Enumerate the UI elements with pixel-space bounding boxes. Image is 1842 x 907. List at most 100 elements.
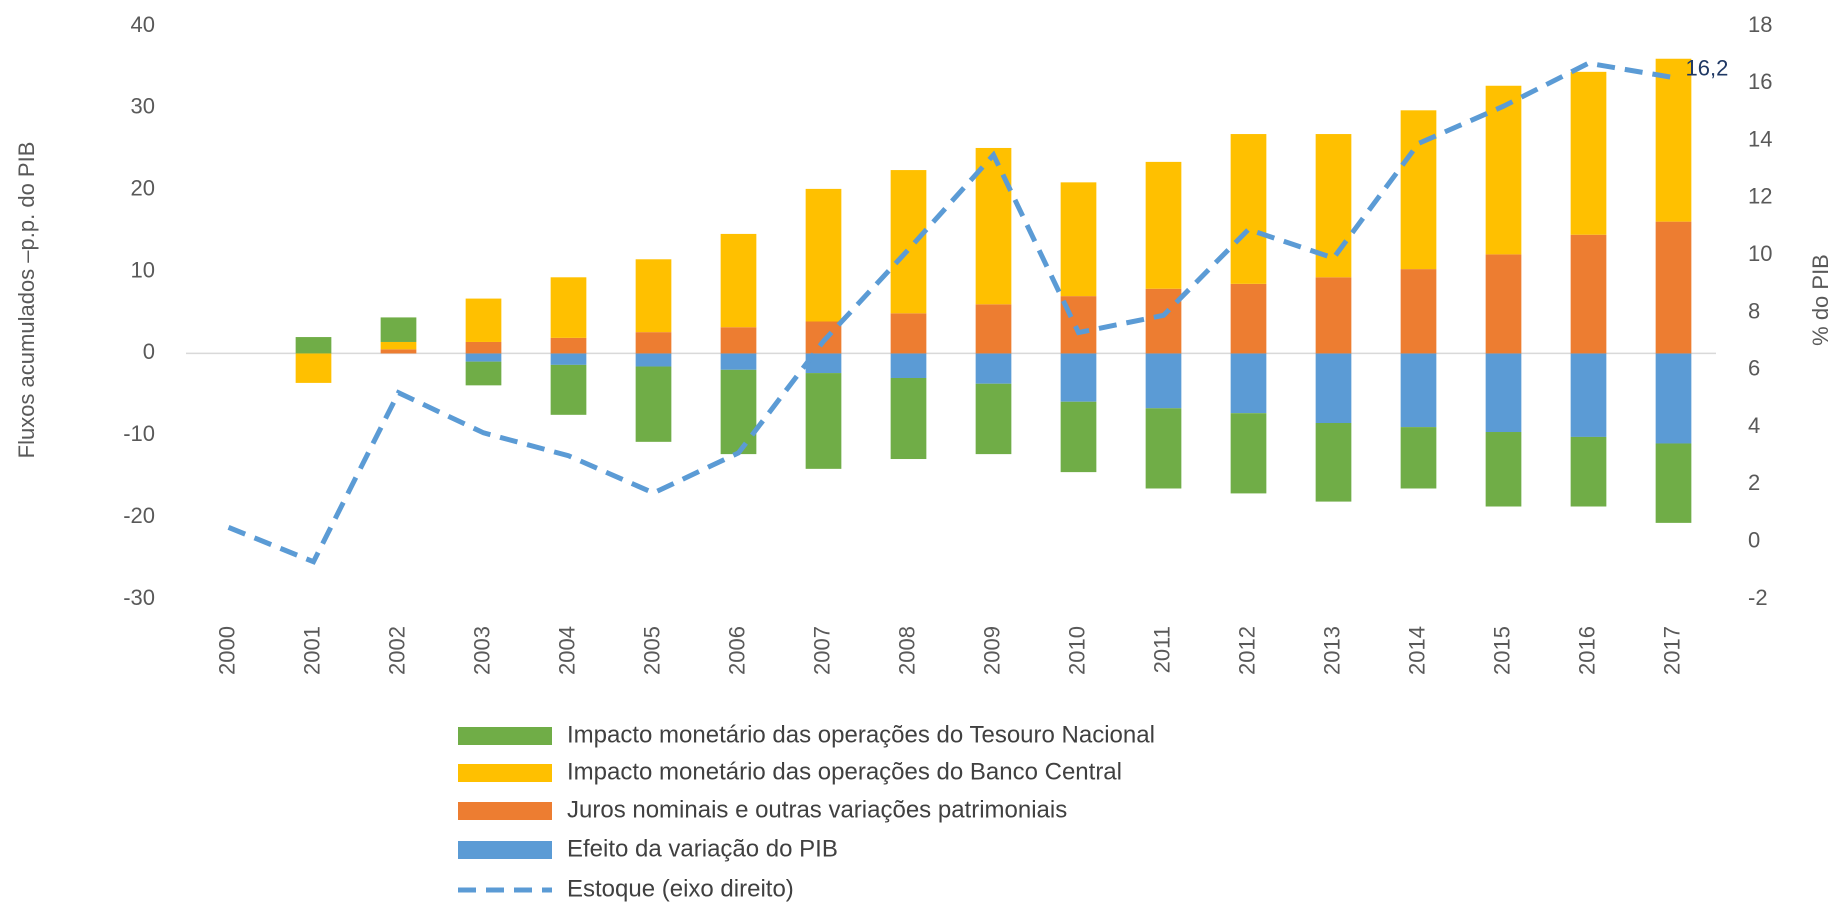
y2-tick-label: 16	[1748, 69, 1772, 94]
x-tick-label: 2007	[809, 626, 834, 675]
bar-segment	[1400, 110, 1437, 270]
bar-segment	[295, 337, 332, 354]
legend-swatch	[458, 727, 552, 745]
bar-segment	[975, 304, 1012, 354]
y2-tick-label: 14	[1748, 126, 1772, 151]
y-tick-label: -10	[123, 421, 155, 446]
y-tick-label: 40	[131, 12, 155, 37]
y2-tick-label: 2	[1748, 470, 1760, 495]
bar-segment	[1485, 85, 1522, 255]
y2-tick-label: 6	[1748, 356, 1760, 381]
bar-segment	[1400, 427, 1437, 489]
bar-segment	[1060, 182, 1097, 297]
bar-segment	[1655, 353, 1692, 444]
y2-axis-title: % do PIB	[1808, 254, 1833, 346]
legend-swatch	[458, 841, 552, 859]
bar-segment	[550, 337, 587, 354]
legend-swatch	[458, 764, 552, 782]
line-series	[227, 60, 1674, 565]
bar-segment	[805, 188, 842, 322]
x-tick-label: 2006	[724, 626, 749, 675]
bar-segment	[380, 317, 417, 342]
bar-segment	[975, 383, 1012, 455]
bar-segment	[1230, 353, 1267, 414]
y2-tick-label: 10	[1748, 241, 1772, 266]
bar-segment	[1485, 353, 1522, 433]
bar-segment	[550, 364, 587, 415]
bar-segment	[805, 321, 842, 354]
bar-segment	[720, 353, 757, 370]
bar-segment	[1570, 234, 1607, 354]
x-tick-label: 2010	[1064, 626, 1089, 675]
bar-segment	[1485, 254, 1522, 354]
bar-segment	[890, 170, 927, 314]
legend-swatch	[458, 802, 552, 820]
x-tick-label: 2015	[1489, 626, 1514, 675]
y-tick-label: 20	[131, 176, 155, 201]
bar-segment	[465, 341, 502, 354]
legend-label: Efeito da variação do PIB	[567, 835, 838, 862]
bar-segment	[1230, 413, 1267, 494]
bar-segment	[550, 353, 587, 365]
bar-segment	[805, 373, 842, 469]
bar-segment	[465, 353, 502, 362]
y-tick-label: 0	[143, 339, 155, 364]
bar-segment	[465, 298, 502, 342]
bar-segment	[380, 341, 417, 350]
bar-segment	[890, 313, 927, 354]
bar-segment	[635, 366, 672, 442]
bar-segment	[635, 259, 672, 333]
y-tick-label: 30	[131, 94, 155, 119]
y-axis-title: Fluxos acumulados –p.p. do PIB	[14, 142, 39, 459]
x-tick-label: 2011	[1149, 626, 1174, 673]
bar-segment	[1655, 58, 1692, 222]
bar-segment	[380, 349, 417, 354]
bar-segment	[1060, 353, 1097, 402]
y2-tick-label: 4	[1748, 413, 1760, 438]
bar-segment	[295, 353, 332, 383]
bar-segment	[1145, 161, 1182, 289]
bar-segment	[1485, 432, 1522, 507]
x-tick-label: 2002	[384, 626, 409, 675]
bar-segment	[635, 353, 672, 367]
bar-segment	[1315, 277, 1352, 354]
x-tick-label: 2012	[1234, 626, 1259, 675]
x-tick-label: 2000	[214, 626, 239, 675]
bar-segment	[1570, 71, 1607, 235]
bar-segment	[1315, 353, 1352, 424]
x-tick-label: 2014	[1404, 626, 1429, 675]
legend-label: Juros nominais e outras variações patrim…	[567, 796, 1067, 823]
x-tick-label: 2016	[1574, 626, 1599, 675]
y2-tick-label: 8	[1748, 298, 1760, 323]
bar-segment	[1400, 269, 1437, 354]
bar-segment	[1060, 401, 1097, 473]
y-tick-label: 10	[131, 257, 155, 282]
bar-segment	[1230, 134, 1267, 284]
y2-tick-label: 12	[1748, 184, 1772, 209]
bar-segment	[1145, 353, 1182, 409]
bar-segment	[635, 332, 672, 354]
y-tick-label: -20	[123, 503, 155, 528]
legend-label: Estoque (eixo direito)	[567, 875, 794, 902]
x-tick-label: 2009	[979, 626, 1004, 675]
bar-segment	[1400, 353, 1437, 428]
x-tick-label: 2013	[1319, 626, 1344, 675]
bar-segment	[1570, 436, 1607, 507]
data-label: 16,2	[1686, 55, 1729, 80]
x-tick-label: 2005	[639, 626, 664, 675]
y2-tick-label: 18	[1748, 12, 1772, 37]
bar-segment	[720, 369, 757, 455]
bar-segment	[1655, 221, 1692, 354]
x-tick-label: 2001	[299, 626, 324, 675]
bar-segment	[1655, 443, 1692, 523]
bar-segment	[890, 353, 927, 378]
x-tick-label: 2008	[894, 626, 919, 675]
x-tick-label: 2004	[554, 626, 579, 675]
bar-segment	[550, 277, 587, 338]
bar-segment	[465, 361, 502, 386]
legend-label: Impacto monetário das operações do Banco…	[567, 758, 1122, 785]
bar-segment	[890, 377, 927, 460]
bar-segment	[1230, 283, 1267, 354]
